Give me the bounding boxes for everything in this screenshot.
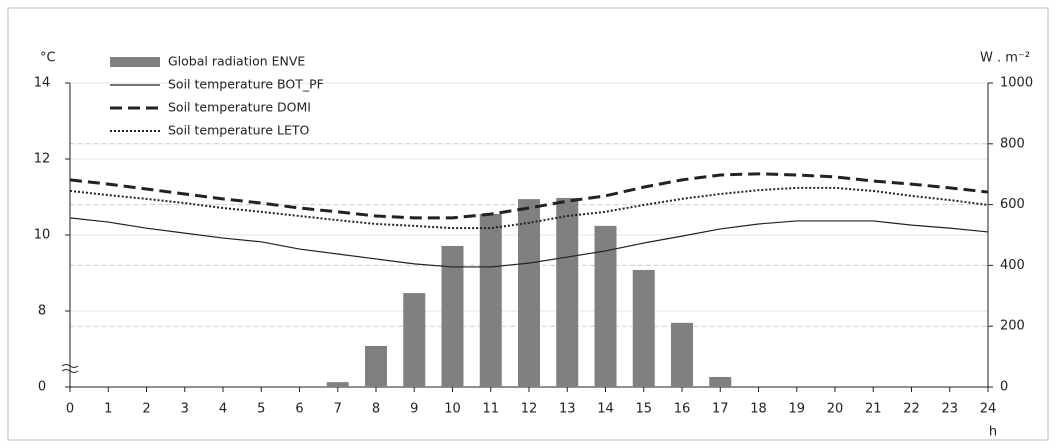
y2-tick-label: 200 (1000, 319, 1025, 334)
line (69, 186, 989, 230)
bar (326, 382, 349, 387)
x-tick-label: 5 (257, 402, 265, 417)
frame (7, 7, 1049, 441)
bar (365, 345, 387, 387)
legend-label: Soil temperature BOT_PF (168, 77, 324, 92)
x-tick-label: 2 (142, 402, 150, 417)
legend: Global radiation ENVE Soil temperature BO… (110, 54, 324, 138)
x-tick-label: 22 (903, 402, 920, 417)
y-axis-label: °C (40, 51, 56, 66)
x-tick-label: 9 (410, 402, 418, 417)
bar (403, 293, 426, 387)
x-axis-label: h (989, 425, 997, 440)
bar (518, 199, 540, 387)
y2-axis-label: W . m⁻² (980, 51, 1030, 66)
legend-swatch (110, 57, 160, 67)
x-tick-label: 24 (980, 402, 997, 417)
x-tick-label: 8 (372, 402, 380, 417)
x-tick-label: 19 (788, 402, 805, 417)
y2-tick-label: 800 (1000, 136, 1025, 151)
x-tick-label: 23 (941, 402, 958, 417)
bar (594, 225, 617, 387)
y2-tick-label: 400 (1000, 258, 1025, 273)
x-tick-label: 14 (597, 402, 614, 417)
bar (709, 376, 732, 387)
x-tick-label: 17 (712, 402, 729, 417)
y2-tick-label: 1000 (1000, 76, 1033, 91)
bar (671, 322, 693, 387)
y-tick-label: 8 (38, 304, 46, 319)
x-tick-label: 13 (559, 402, 576, 417)
x-tick-label: 10 (444, 402, 461, 417)
y2-tick-label: 600 (1000, 197, 1025, 212)
x-tick-label: 6 (295, 402, 303, 417)
y-tick-label: 12 (34, 152, 51, 167)
x-tick-label: 12 (521, 402, 538, 417)
x-tick-label: 21 (865, 402, 882, 417)
y-tick-label: 14 (34, 76, 51, 91)
line (69, 172, 989, 220)
bar (479, 214, 502, 387)
bar (441, 245, 464, 387)
y-tick-label: 10 (34, 228, 51, 243)
x-tick-label: 7 (334, 402, 342, 417)
x-tick-label: 4 (219, 402, 227, 417)
x-tick-label: 18 (750, 402, 767, 417)
legend-label: Soil temperature LETO (168, 123, 310, 138)
x-tick-label: 20 (827, 402, 844, 417)
x-tick-label: 3 (181, 402, 189, 417)
bar (632, 269, 655, 387)
x-tick-label: 16 (674, 402, 691, 417)
x-tick-label: 0 (66, 402, 74, 417)
line (69, 217, 989, 268)
x-tick-label: 15 (635, 402, 652, 417)
bar (556, 197, 579, 387)
legend-label: Global radiation ENVE (168, 54, 305, 69)
y-tick-label: 0 (38, 380, 46, 395)
y2-tick-label: 0 (1000, 380, 1008, 395)
legend-label: Soil temperature DOMI (168, 100, 311, 115)
x-tick-label: 11 (482, 402, 499, 417)
x-tick-label: 1 (104, 402, 112, 417)
